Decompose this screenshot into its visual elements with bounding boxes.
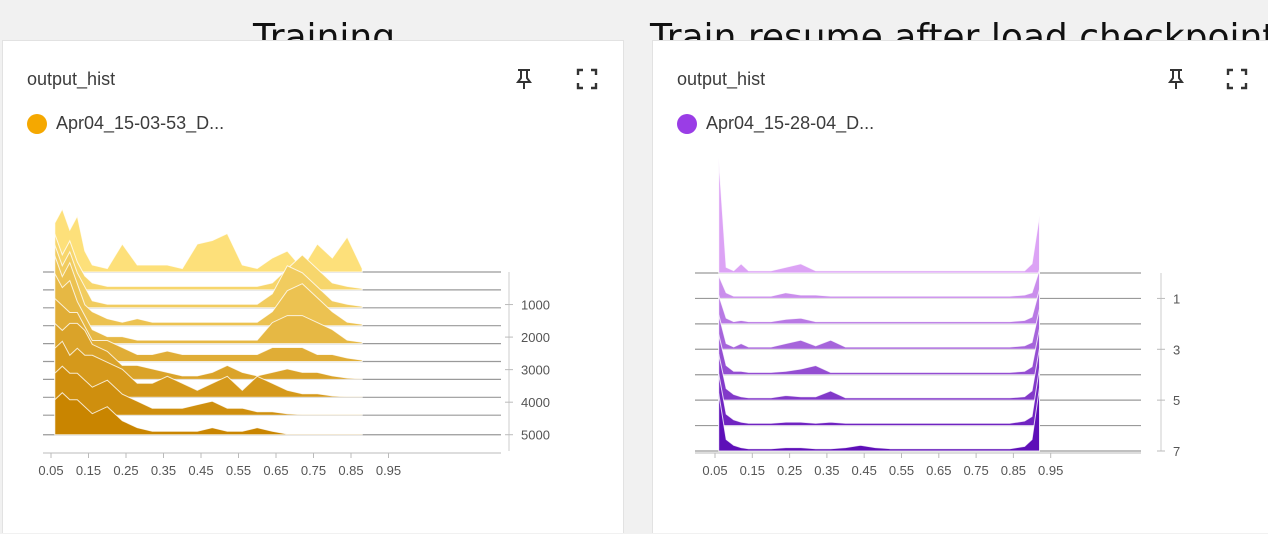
card-title: output_hist: [677, 69, 766, 89]
histogram-ridge: [54, 273, 363, 345]
card-title: output_hist: [27, 69, 116, 89]
legend: Apr04_15-28-04_D...: [677, 113, 874, 134]
x-tick-label: 0.95: [1038, 463, 1063, 478]
x-tick-label: 0.55: [889, 463, 914, 478]
histogram-ridge: [718, 387, 1040, 452]
x-tick-label: 0.25: [113, 463, 138, 478]
y-tick-label: 3: [1173, 342, 1180, 357]
x-tick-label: 0.35: [814, 463, 839, 478]
histogram-ridge: [718, 328, 1040, 376]
histogram-ridge: [54, 365, 363, 416]
legend-label: Apr04_15-03-53_D...: [56, 113, 225, 133]
chart-card-resume: output_hist Apr04_15-28-04_D... 0.05 0.15…: [652, 40, 1268, 533]
y-tick-label: 7: [1173, 444, 1180, 459]
histogram-ridge: [718, 368, 1040, 427]
y-tick-label: 4000: [521, 395, 550, 410]
x-tick-label: 0.65: [926, 463, 951, 478]
x-tick-label: 0.75: [301, 463, 326, 478]
histogram-ridge: [718, 269, 1040, 299]
x-tick-label: 0.55: [226, 463, 251, 478]
y-tick-label: 3000: [521, 363, 550, 378]
histogram-ridge: [718, 348, 1040, 401]
x-tick-label: 0.85: [338, 463, 363, 478]
y-tick-label: 5000: [521, 428, 550, 443]
x-tick-label: 0.85: [1001, 463, 1026, 478]
histogram-chart: 0.05 0.15 0.25 0.35 0.45 0.55 0.65 0.75 0.85 0.95…: [38, 207, 550, 478]
x-tick-label: 0.15: [740, 463, 765, 478]
histogram-ridge: [54, 392, 363, 436]
x-tick-label: 0.15: [76, 463, 101, 478]
histogram-ridge: [54, 244, 363, 309]
x-tick-label: 0.05: [38, 463, 63, 478]
x-tick-label: 0.25: [777, 463, 802, 478]
y-tick-label: 1000: [521, 298, 550, 313]
x-tick-label: 0.45: [852, 463, 877, 478]
x-tick-label: 0.95: [376, 463, 401, 478]
legend-swatch: [677, 113, 697, 134]
histogram-ridge: [54, 322, 363, 380]
histogram-ridge: [54, 340, 363, 398]
histogram-ridge: [718, 157, 1040, 274]
histogram-chart: 0.05 0.15 0.25 0.35 0.45 0.55 0.65 0.75 0.85 0.95…: [695, 157, 1180, 478]
ridges: [695, 157, 1141, 452]
legend-label: Apr04_15-28-04_D...: [706, 113, 875, 133]
ridges: [43, 207, 501, 436]
legend-swatch: [27, 113, 47, 134]
y-tick-label: 1: [1173, 291, 1180, 306]
histogram-ridge: [54, 207, 363, 273]
pin-icon[interactable]: [513, 67, 535, 91]
x-tick-label: 0.35: [151, 463, 176, 478]
pin-icon[interactable]: [1165, 67, 1187, 91]
chart-card-training: output_hist Apr04_15-03-53_D... 0.05 0.15…: [2, 40, 624, 533]
x-tick-label: 0.05: [702, 463, 727, 478]
legend: Apr04_15-03-53_D...: [27, 113, 224, 134]
x-tick-label: 0.75: [963, 463, 988, 478]
histogram-ridge: [718, 289, 1040, 325]
fullscreen-icon[interactable]: [1225, 67, 1249, 91]
x-tick-label: 0.45: [188, 463, 213, 478]
y-tick-label: 2000: [521, 330, 550, 345]
histogram-ridge: [54, 255, 363, 327]
x-tick-label: 0.65: [263, 463, 288, 478]
fullscreen-icon[interactable]: [575, 67, 599, 91]
histogram-ridge: [718, 308, 1040, 350]
y-tick-label: 5: [1173, 393, 1180, 408]
